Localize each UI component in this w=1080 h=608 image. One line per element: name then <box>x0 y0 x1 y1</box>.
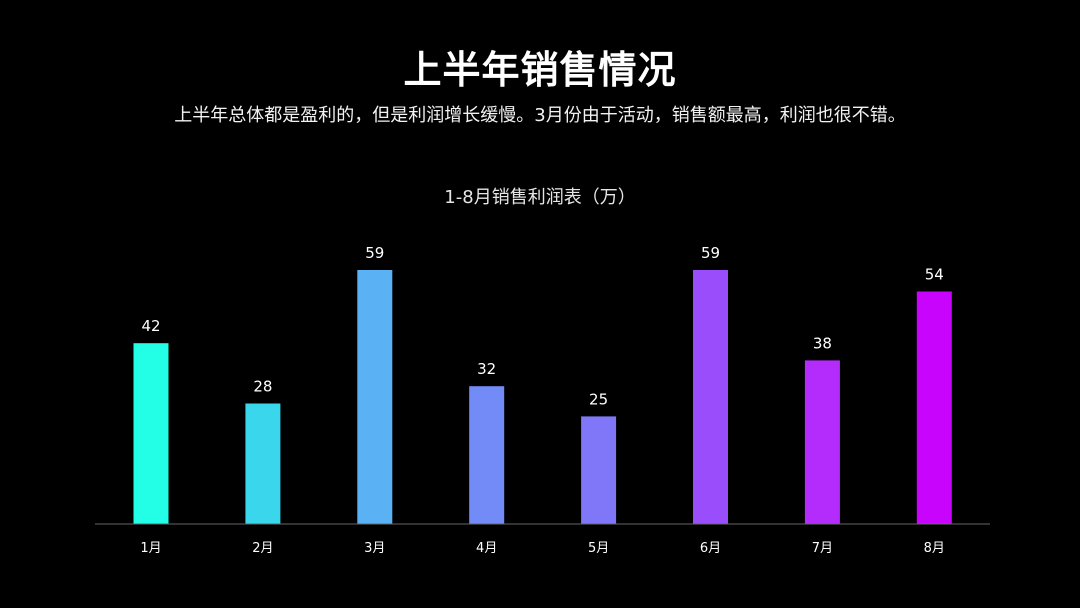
category-label-6: 6月 <box>700 541 721 556</box>
value-label-6: 59 <box>701 244 720 262</box>
chart-title: 1-8月销售利润表（万） <box>444 187 636 208</box>
category-label-5: 5月 <box>588 541 609 556</box>
value-label-7: 38 <box>813 334 832 352</box>
category-label-8: 8月 <box>924 541 945 556</box>
bar-3 <box>357 270 393 524</box>
category-label-4: 4月 <box>476 541 497 556</box>
bar-6 <box>693 270 728 524</box>
category-label-3: 3月 <box>364 541 385 556</box>
page-subtitle: 上半年总体都是盈利的，但是利润增长缓慢。3月份由于活动，销售额最高，利润也很不错… <box>174 105 906 126</box>
bar-7 <box>804 360 840 524</box>
page-title: 上半年销售情况 <box>403 48 677 92</box>
value-label-2: 28 <box>253 378 272 396</box>
bar-1 <box>133 343 169 524</box>
value-label-3: 59 <box>365 244 384 262</box>
value-label-5: 25 <box>589 390 608 408</box>
bar-5 <box>581 416 617 524</box>
bar-4 <box>469 386 505 524</box>
category-label-1: 1月 <box>140 541 161 556</box>
value-label-4: 32 <box>477 360 496 378</box>
value-label-1: 42 <box>141 317 160 335</box>
category-label-2: 2月 <box>252 541 273 556</box>
value-label-8: 54 <box>925 266 944 284</box>
category-label-7: 7月 <box>812 541 833 556</box>
bar-2 <box>245 403 281 524</box>
bar-8 <box>916 291 952 524</box>
